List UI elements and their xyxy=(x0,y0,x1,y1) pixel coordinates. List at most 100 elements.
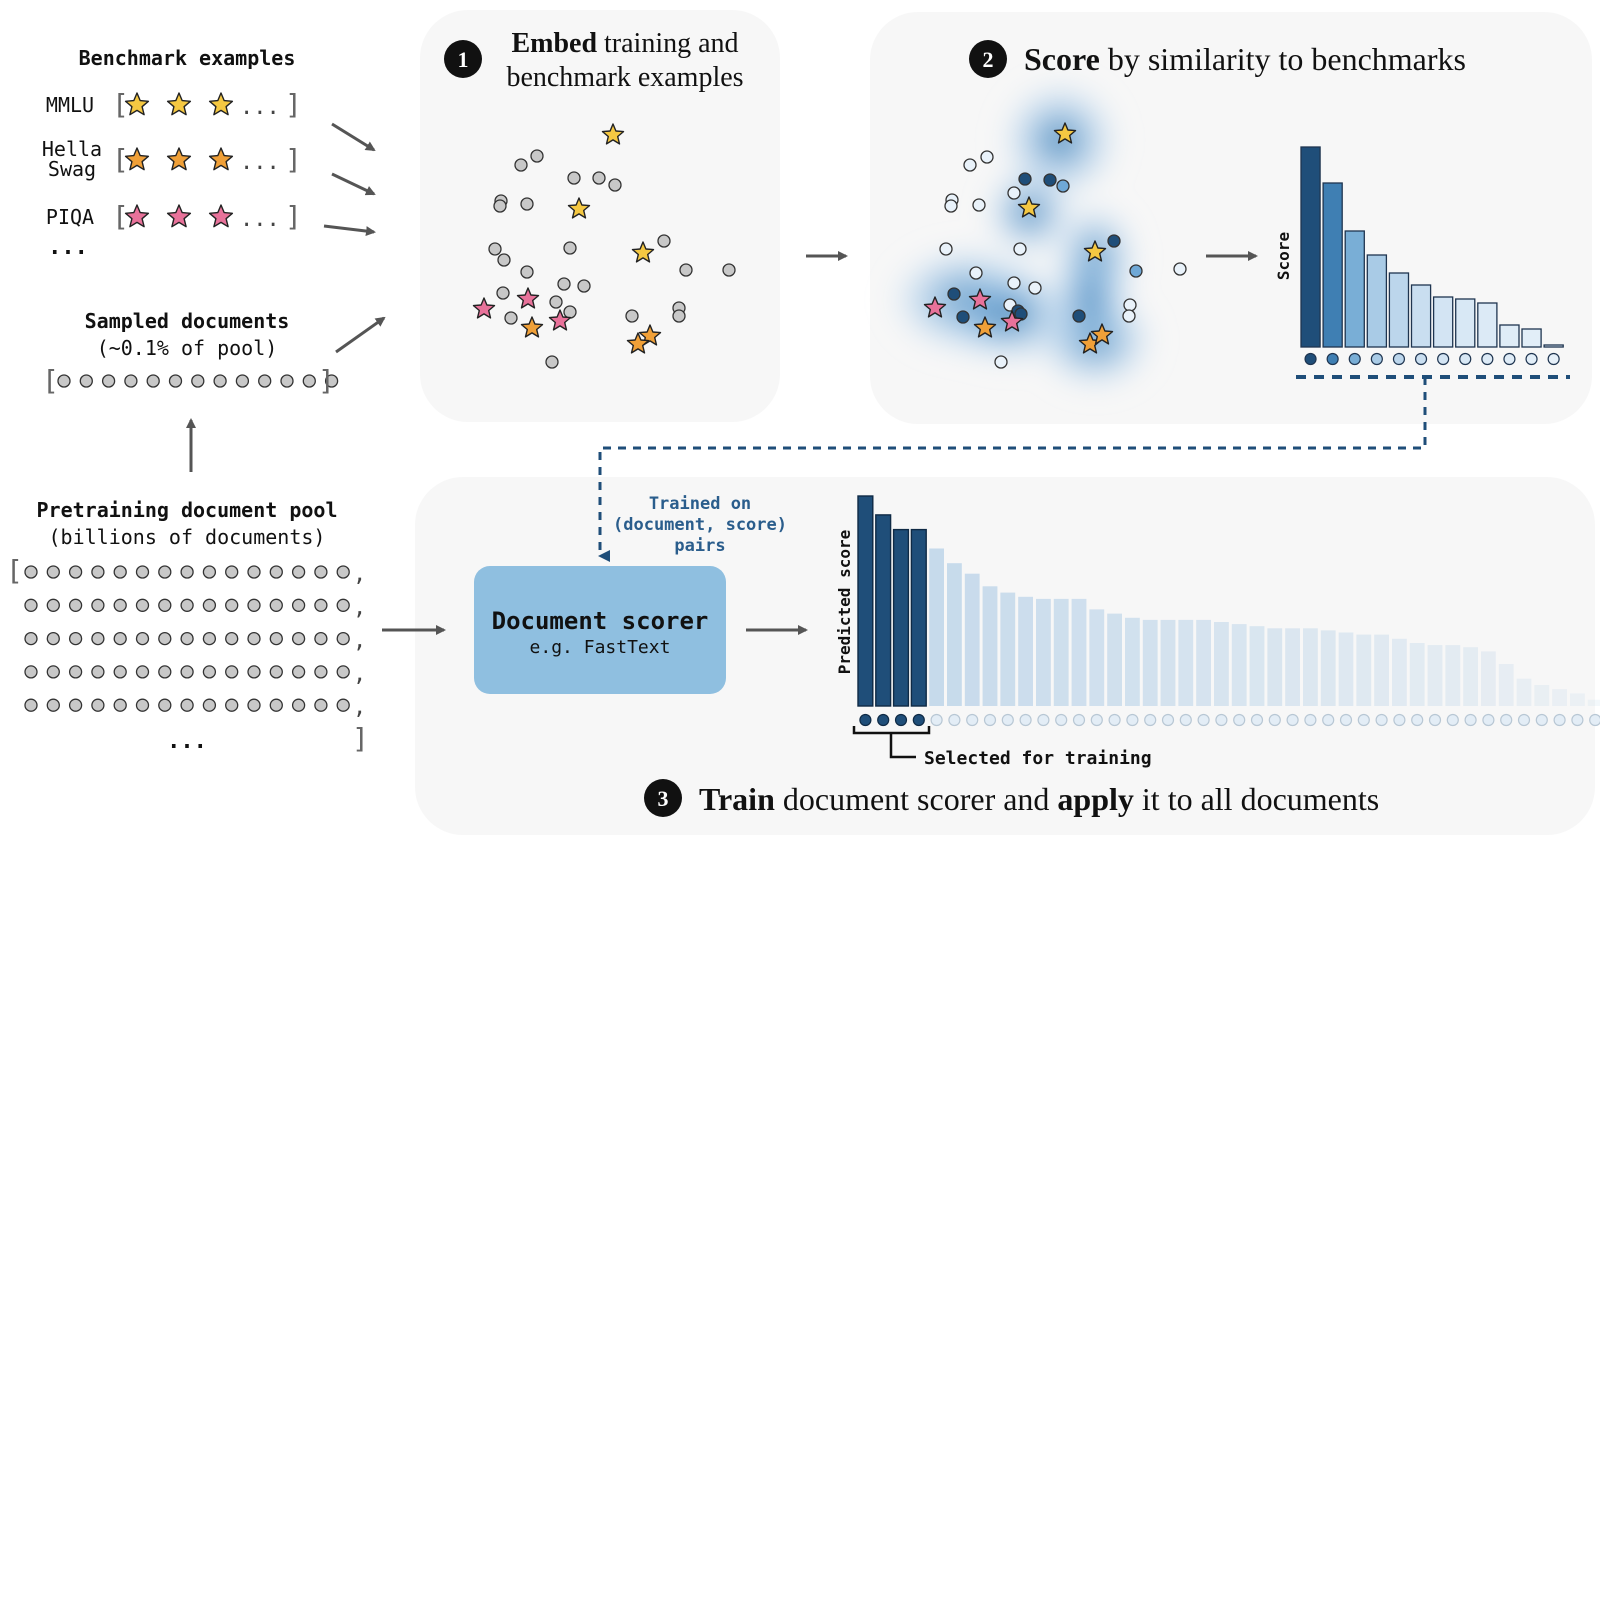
document-dot xyxy=(158,698,172,712)
step3-title-end: it to all documents xyxy=(1134,781,1379,817)
document-dot xyxy=(520,197,534,211)
score-bar-chart xyxy=(1300,146,1564,366)
predicted-bar xyxy=(1338,632,1354,706)
document-dot xyxy=(969,266,983,280)
star-icon xyxy=(1083,240,1107,262)
predicted-bar xyxy=(1587,699,1600,706)
predicted-bar xyxy=(1374,634,1389,706)
predicted-bar xyxy=(1463,647,1478,706)
document-dot xyxy=(113,665,127,679)
star-icon xyxy=(124,204,150,228)
predicted-bar xyxy=(1267,628,1283,706)
predicted-bar xyxy=(1427,645,1443,706)
document-dot xyxy=(608,178,622,192)
document-dot xyxy=(722,263,736,277)
arrow-icon xyxy=(331,172,376,196)
star-icon xyxy=(923,296,947,318)
predicted-bar xyxy=(1018,596,1033,706)
document-dot xyxy=(1503,352,1516,366)
document-dot xyxy=(514,158,528,172)
document-dot xyxy=(1126,713,1139,727)
document-dot xyxy=(269,698,283,712)
predicted-bar xyxy=(1071,598,1087,706)
density-blob xyxy=(1050,245,1130,355)
document-dot xyxy=(247,698,261,712)
document-dot xyxy=(1007,276,1021,290)
document-dot xyxy=(314,631,328,646)
benchmark-more: ... xyxy=(48,235,88,260)
document-dot xyxy=(1464,713,1477,727)
document-dot xyxy=(1037,713,1050,727)
document-dot xyxy=(1547,352,1560,366)
document-dot xyxy=(1553,713,1566,727)
document-dot xyxy=(1013,242,1027,256)
document-dot xyxy=(202,565,217,579)
document-dot xyxy=(504,311,518,325)
document-dot xyxy=(46,698,60,712)
score-bar xyxy=(1366,254,1388,348)
document-dot xyxy=(1161,713,1175,727)
step1-number: 1 xyxy=(458,47,469,72)
arrow-icon xyxy=(323,224,376,237)
score-bar xyxy=(1543,344,1564,348)
document-dot xyxy=(947,287,961,301)
score-bar xyxy=(1344,230,1365,348)
document-dot xyxy=(963,158,977,172)
bracket-open: [ xyxy=(112,200,129,233)
bracket-close: ] xyxy=(285,143,302,176)
document-dot xyxy=(493,199,507,213)
step2-title-bold: Score xyxy=(1024,41,1100,77)
document-dot xyxy=(563,305,577,319)
comma: , xyxy=(353,695,366,720)
star-icon xyxy=(631,241,655,263)
document-dot xyxy=(202,698,217,712)
score-bar xyxy=(1455,298,1476,348)
document-dot xyxy=(1090,713,1103,727)
document-dot xyxy=(46,565,60,579)
document-dot xyxy=(1339,713,1353,727)
document-dot xyxy=(158,565,172,579)
document-dot xyxy=(530,149,544,163)
predicted-bar xyxy=(1036,598,1051,706)
document-dot xyxy=(314,598,328,612)
trained-on-line: Trained on xyxy=(649,494,751,514)
star-icon xyxy=(208,92,234,116)
document-dot xyxy=(657,234,671,248)
bracket-close: ] xyxy=(285,88,302,121)
star-icon xyxy=(1017,196,1041,218)
document-dot xyxy=(68,665,83,679)
score-bar xyxy=(1432,296,1454,348)
document-dot xyxy=(1517,713,1531,727)
bracket-open: [ xyxy=(6,554,23,587)
predicted-bar xyxy=(1249,626,1265,706)
document-dot xyxy=(980,150,994,164)
document-dot xyxy=(135,665,150,679)
predicted-bar xyxy=(1516,678,1532,706)
step1-number-badge xyxy=(444,40,482,78)
document-dot xyxy=(1322,713,1335,727)
selection-bracket xyxy=(852,726,931,759)
step3-title-mid: document scorer and xyxy=(775,781,1058,817)
predicted-bar xyxy=(1552,689,1567,706)
document-dot xyxy=(158,631,172,646)
document-dot xyxy=(79,374,93,388)
document-dot xyxy=(135,631,150,646)
document-dot xyxy=(314,698,328,712)
document-dot xyxy=(180,565,194,579)
document-dot xyxy=(46,665,60,679)
document-dot xyxy=(336,598,350,612)
predicted-bar xyxy=(875,514,892,707)
predicted-bar xyxy=(1053,598,1069,706)
document-dot xyxy=(68,598,83,612)
document-dot xyxy=(625,309,639,323)
score-axis-label: Score xyxy=(1274,232,1293,280)
document-dot xyxy=(972,198,986,212)
document-dot xyxy=(1500,713,1513,727)
score-bar xyxy=(1499,324,1520,348)
document-dot xyxy=(168,374,183,388)
document-dot xyxy=(1446,713,1459,727)
predicted-bar xyxy=(1196,619,1211,706)
document-dot xyxy=(1370,352,1383,366)
document-dot xyxy=(180,631,194,646)
document-dot xyxy=(180,698,194,712)
